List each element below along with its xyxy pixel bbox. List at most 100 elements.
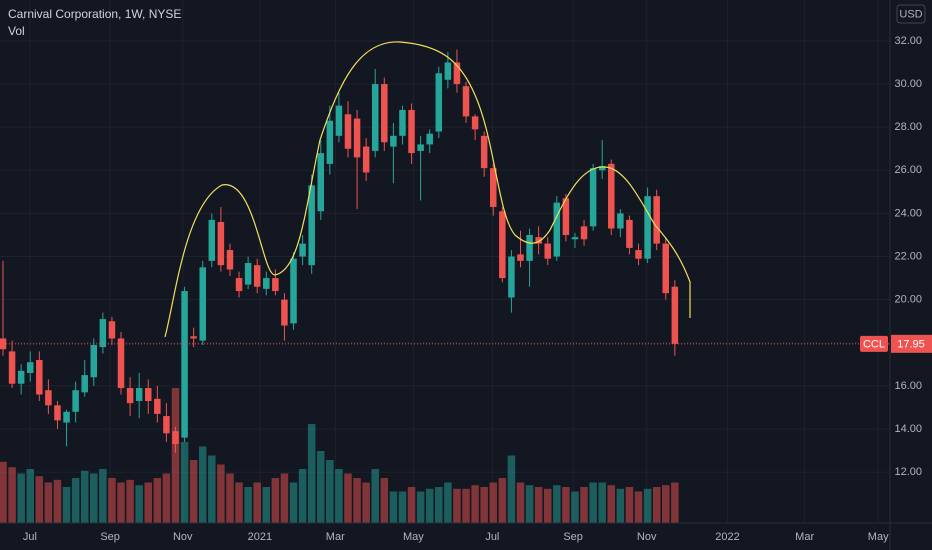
volume-bar (90, 473, 98, 523)
candle-body (462, 86, 470, 117)
x-tick-label: Sep (563, 531, 583, 543)
currency-box (896, 4, 926, 24)
candle-body (90, 344, 98, 378)
candle-body (99, 319, 107, 348)
candle-body (45, 390, 52, 406)
volume-bar (153, 478, 162, 523)
candle-body (671, 286, 679, 344)
volume-bar (99, 469, 107, 523)
candle-body (553, 202, 561, 257)
volume-bar (516, 482, 525, 523)
symbol-label: CCL (863, 338, 885, 350)
candle-body (108, 321, 116, 339)
volume-bar (634, 491, 643, 523)
candle-body (626, 219, 633, 248)
volume-bar (662, 485, 670, 523)
candle-body (172, 431, 179, 445)
y-tick-label: 30.00 (894, 78, 922, 90)
candle-body (226, 250, 234, 270)
candle-body (308, 185, 315, 266)
volume-bar (289, 482, 298, 523)
volume-bar (171, 388, 180, 523)
x-tick-label: 2022 (715, 531, 739, 543)
volume-bar (435, 487, 443, 523)
candle-body (63, 411, 70, 423)
candle-body (617, 213, 624, 229)
volume-label: Vol (8, 24, 25, 38)
volume-bar (480, 487, 488, 523)
candle-body (154, 398, 161, 414)
candle-body (253, 265, 261, 287)
pattern-drawing (164, 41, 691, 338)
candle-body (281, 299, 288, 326)
last-price-label: 17.95 (897, 338, 925, 350)
candle-body (608, 163, 615, 229)
candle-body (390, 135, 397, 147)
volume-bar (208, 455, 216, 523)
volume-bar (407, 487, 416, 523)
volume-bar (244, 487, 252, 523)
volume-bar (108, 478, 116, 523)
candle-body (344, 114, 352, 149)
candle-body (72, 390, 79, 412)
volume-bar (126, 479, 134, 523)
volume-bar (543, 488, 552, 523)
volume-bar (671, 482, 679, 523)
volume-bar (625, 487, 634, 523)
candle-body (145, 388, 152, 401)
volume-bar (335, 469, 343, 523)
candle-body (8, 351, 16, 384)
currency: USD (899, 8, 922, 20)
volume-bar (298, 469, 307, 523)
volume-bar (271, 478, 280, 523)
candle-body (580, 226, 588, 240)
volume-bar (44, 482, 53, 523)
candle-body (36, 360, 43, 395)
candle-body (217, 222, 225, 266)
volume-bar (317, 451, 325, 523)
candle-body (235, 278, 243, 292)
x-tick-label: Nov (173, 531, 193, 543)
volume-bar (562, 487, 570, 523)
volume-bar (180, 442, 189, 523)
volume-bar (507, 455, 516, 523)
volume-bar (307, 424, 316, 523)
volume-bar (362, 482, 370, 523)
candle-body (353, 118, 361, 158)
candle-body (199, 267, 206, 341)
candle-body (490, 168, 497, 207)
volume-bar (326, 460, 334, 523)
volume-bar (580, 487, 588, 523)
volume-bar (80, 470, 89, 523)
candle-body (263, 278, 270, 289)
volume-bar (26, 469, 34, 523)
candle-body (571, 237, 579, 240)
x-tick-label: Mar (326, 531, 345, 543)
y-tick-label: 26.00 (894, 164, 922, 176)
candle-body (444, 62, 452, 80)
candle-body (535, 237, 542, 244)
candle-body (517, 254, 524, 261)
x-tick-label: Mar (795, 531, 814, 543)
candle-body (135, 388, 143, 401)
volume-bar (371, 469, 379, 523)
candle-body (471, 116, 479, 130)
symbol-box (860, 335, 888, 352)
candle-body (480, 135, 488, 169)
candle-body (163, 416, 170, 434)
candle-body (544, 243, 551, 259)
volume-bar (17, 473, 25, 523)
volume-bar (534, 487, 543, 523)
candle-body (508, 256, 515, 298)
candle-body (653, 196, 660, 244)
volume-bar (262, 487, 271, 523)
candle-body (399, 109, 406, 136)
candle-body (244, 263, 252, 285)
candle-body (54, 405, 61, 421)
volume-bar (189, 460, 198, 523)
candle-body (190, 336, 197, 339)
y-tick-label: 24.00 (894, 207, 922, 219)
price-box (891, 334, 932, 353)
